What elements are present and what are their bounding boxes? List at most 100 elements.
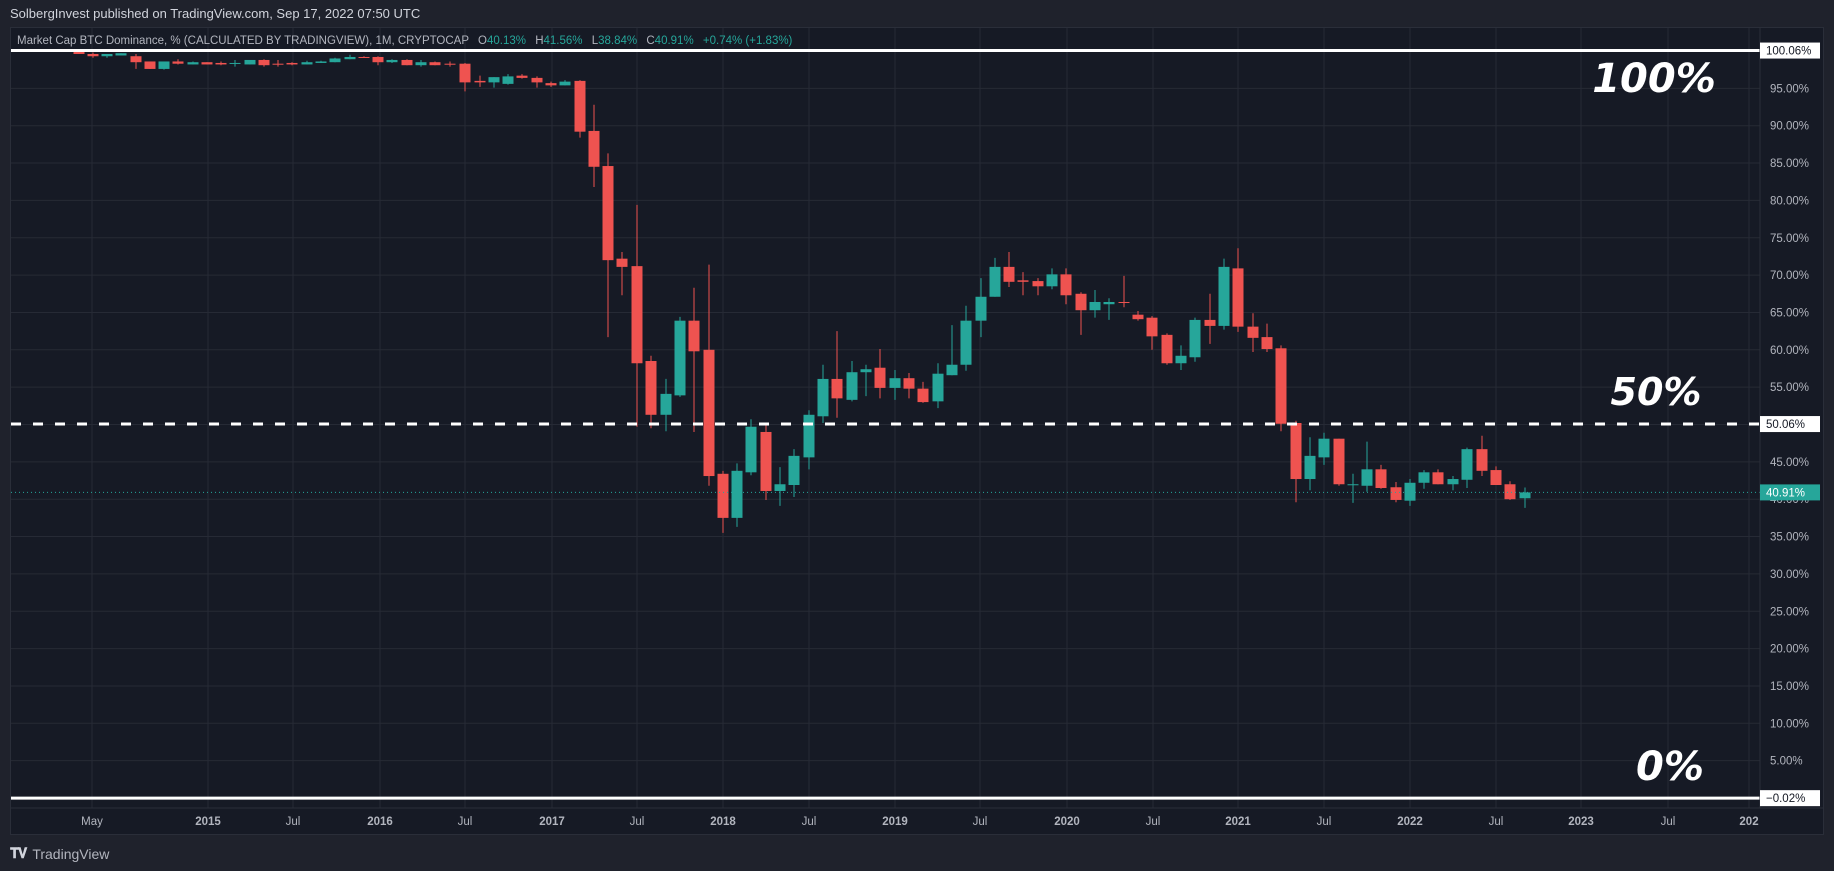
price-tick-label: 45.00% xyxy=(1770,457,1809,469)
candle xyxy=(158,61,170,70)
candle xyxy=(1461,447,1473,488)
candle xyxy=(745,419,757,476)
candle xyxy=(1247,313,1259,353)
candle xyxy=(115,53,127,56)
candle xyxy=(1318,432,1330,465)
price-tick-label: 30.00% xyxy=(1770,569,1809,581)
candle xyxy=(1132,310,1144,321)
candle xyxy=(1175,345,1187,370)
grid-lines xyxy=(11,28,1760,808)
candle xyxy=(459,62,471,92)
candle xyxy=(488,77,500,88)
candle xyxy=(631,204,643,427)
candle xyxy=(329,57,341,63)
candle xyxy=(874,349,886,399)
candle xyxy=(531,76,543,88)
candle xyxy=(187,61,199,65)
annotation-100-percent[interactable]: 100% xyxy=(1592,56,1716,102)
last-price-tag-bg xyxy=(1760,484,1820,501)
close-label: C xyxy=(646,35,655,47)
price-tick-label: 60.00% xyxy=(1770,345,1809,357)
price-tag-100-bg xyxy=(1760,42,1820,59)
horizontal-lines[interactable] xyxy=(11,49,1760,800)
time-tick-label: Jul xyxy=(973,816,988,828)
low-label: L xyxy=(591,35,599,47)
candle xyxy=(1218,258,1230,330)
price-tag-0-bg xyxy=(1760,790,1820,807)
candle xyxy=(286,62,298,66)
candle xyxy=(960,305,972,371)
candle xyxy=(372,56,384,66)
candle xyxy=(703,264,715,486)
candle xyxy=(229,59,241,67)
candle xyxy=(545,81,557,87)
candle xyxy=(429,61,441,66)
candle xyxy=(917,381,929,403)
candle xyxy=(903,372,915,399)
candle xyxy=(616,251,628,296)
time-tick-label: 2015 xyxy=(195,816,221,828)
symbol-title[interactable]: Market Cap BTC Dominance, % (CALCULATED … xyxy=(17,35,469,47)
candle xyxy=(803,410,815,470)
price-tick-label: 85.00% xyxy=(1770,158,1809,170)
candle xyxy=(574,80,586,138)
time-tick-label: Jul xyxy=(802,816,817,828)
price-tick-label: 80.00% xyxy=(1770,195,1809,207)
candle xyxy=(1404,479,1416,506)
candle xyxy=(688,287,700,432)
price-tick-label: 10.00% xyxy=(1770,718,1809,730)
candle xyxy=(272,59,284,67)
time-tick-label: Jul xyxy=(1661,816,1676,828)
candle xyxy=(1089,290,1101,318)
candle xyxy=(975,278,987,338)
time-tick-label: 2021 xyxy=(1225,816,1251,828)
price-tick-label: 90.00% xyxy=(1770,121,1809,133)
time-axis[interactable]: May 2015 Jul 2016 Jul 2017 Jul 2018 Jul 2019 Jul 20… xyxy=(81,816,1758,828)
candle xyxy=(516,74,528,79)
time-tick-label: 2020 xyxy=(1054,816,1080,828)
candle xyxy=(1189,317,1201,362)
last-price-tag: 40.91% xyxy=(1766,487,1805,499)
candle xyxy=(1333,438,1345,486)
candle xyxy=(831,331,843,418)
candle xyxy=(1060,268,1072,305)
candle xyxy=(1490,466,1502,486)
candle xyxy=(1232,248,1244,332)
price-tag-50-bg xyxy=(1760,416,1820,433)
candle xyxy=(645,355,657,429)
brand-name: TradingView xyxy=(32,845,110,862)
candle xyxy=(1161,333,1173,365)
time-tick-label: 2023 xyxy=(1568,816,1594,828)
time-tick-label: 202 xyxy=(1739,816,1758,828)
candle xyxy=(444,61,456,67)
annotation-50-percent[interactable]: 50% xyxy=(1611,370,1702,414)
candle xyxy=(588,104,600,187)
price-tick-label: 65.00% xyxy=(1770,307,1809,319)
candle xyxy=(1017,272,1029,296)
candle xyxy=(602,153,614,338)
time-tick-label: Jul xyxy=(286,816,301,828)
chart-frame[interactable] xyxy=(10,27,1824,835)
candle xyxy=(1447,476,1459,491)
candle xyxy=(1118,275,1130,308)
candle xyxy=(946,325,958,376)
open-value: 40.13% xyxy=(486,35,526,47)
time-tick-label: 2016 xyxy=(367,816,393,828)
price-tick-label: 25.00% xyxy=(1770,606,1809,618)
annotation-0-percent[interactable]: 0% xyxy=(1636,744,1704,790)
price-tag-0: −0.02% xyxy=(1766,793,1805,805)
price-tag-100: 100.06% xyxy=(1766,46,1811,58)
time-tick-label: 2019 xyxy=(882,816,908,828)
change-value: +0.74% (+1.83%) xyxy=(702,35,793,47)
candle xyxy=(1304,437,1316,491)
candle xyxy=(660,378,672,432)
candle xyxy=(1418,470,1430,489)
candle xyxy=(932,363,944,409)
tradingview-footer[interactable]: 𝐓𝐕 TradingView xyxy=(10,845,109,862)
candle xyxy=(1476,435,1488,477)
candle xyxy=(1361,441,1373,492)
candle xyxy=(760,423,772,500)
price-tick-label: 35.00% xyxy=(1770,532,1809,544)
candle xyxy=(502,74,514,85)
